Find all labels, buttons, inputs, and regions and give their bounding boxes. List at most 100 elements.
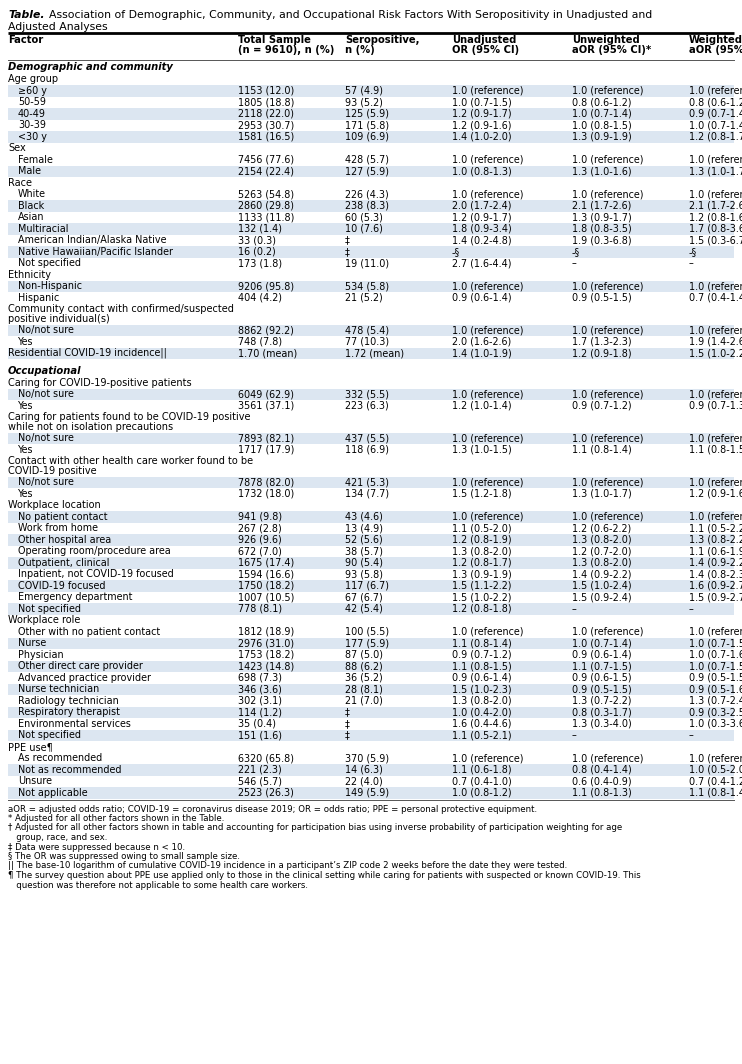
Bar [8,556,734,568]
Text: 0.8 (0.6-1.2): 0.8 (0.6-1.2) [572,97,631,107]
Text: 127 (5.9): 127 (5.9) [345,166,389,177]
Text: 1.0 (reference): 1.0 (reference) [572,433,643,444]
Bar [8,292,734,303]
Bar [8,592,734,603]
Bar [8,615,734,626]
Bar [8,336,734,348]
Text: 9206 (95.8): 9206 (95.8) [238,281,294,292]
Text: 7893 (82.1): 7893 (82.1) [238,433,295,444]
Text: Unweighted: Unweighted [572,35,640,45]
Text: 2.1 (1.7-2.6): 2.1 (1.7-2.6) [689,201,742,211]
Text: 1.3 (1.0-1.7): 1.3 (1.0-1.7) [689,166,742,177]
Bar [8,432,734,444]
Bar [8,695,734,706]
Text: –: – [572,603,577,614]
Text: 0.9 (0.5-1.5): 0.9 (0.5-1.5) [689,672,742,683]
Text: Not applicable: Not applicable [18,787,88,798]
Text: 478 (5.4): 478 (5.4) [345,326,389,335]
Text: Yes: Yes [18,336,33,347]
Text: 100 (5.5): 100 (5.5) [345,627,389,636]
Text: 117 (6.7): 117 (6.7) [345,581,389,591]
Text: 1.0 (reference): 1.0 (reference) [689,86,742,96]
Text: Adjusted Analyses: Adjusted Analyses [8,22,108,32]
Text: 1.0 (reference): 1.0 (reference) [452,154,524,165]
Text: Residential COVID-19 incidence||: Residential COVID-19 incidence|| [8,348,167,359]
Text: 1.5 (1.0-2.2): 1.5 (1.0-2.2) [452,593,511,602]
Text: –: – [689,603,694,614]
Bar [8,764,734,776]
Text: 173 (1.8): 173 (1.8) [238,259,282,268]
Text: 1594 (16.6): 1594 (16.6) [238,569,294,579]
Text: 1.2 (0.8-1.7): 1.2 (0.8-1.7) [689,132,742,142]
Bar [8,109,734,119]
Text: 2953 (30.7): 2953 (30.7) [238,120,295,130]
Text: OR (95% CI): OR (95% CI) [452,45,519,55]
Bar [8,730,734,741]
Text: 22 (4.0): 22 (4.0) [345,777,383,786]
Text: Radiology technician: Radiology technician [18,696,119,705]
Text: 428 (5.7): 428 (5.7) [345,154,389,165]
Text: 149 (5.9): 149 (5.9) [345,787,389,798]
Bar [8,649,734,661]
Text: No/not sure: No/not sure [18,433,74,444]
Text: 1423 (14.8): 1423 (14.8) [238,661,295,671]
Text: 2976 (31.0): 2976 (31.0) [238,638,294,648]
Text: 2523 (26.3): 2523 (26.3) [238,787,294,798]
Text: 1.2 (0.7-2.0): 1.2 (0.7-2.0) [572,546,631,556]
Text: 0.9 (0.7-1.2): 0.9 (0.7-1.2) [452,650,512,660]
Text: 238 (8.3): 238 (8.3) [345,201,389,211]
Text: 88 (6.2): 88 (6.2) [345,661,383,671]
Text: 1.5 (1.0-2.4): 1.5 (1.0-2.4) [572,581,631,591]
Text: Native Hawaiian/Pacific Islander: Native Hawaiian/Pacific Islander [18,247,173,256]
Bar [8,377,734,388]
Text: 1.3 (0.9-1.9): 1.3 (0.9-1.9) [452,569,512,579]
Text: 10 (7.6): 10 (7.6) [345,223,383,234]
Text: 93 (5.8): 93 (5.8) [345,569,383,579]
Text: † Adjusted for all other factors shown in table and accounting for participation: † Adjusted for all other factors shown i… [8,824,623,832]
Bar [8,477,734,488]
Text: No patient contact: No patient contact [18,512,108,521]
Text: –: – [689,730,694,741]
Text: Operating room/procedure area: Operating room/procedure area [18,546,171,556]
Text: 14 (6.3): 14 (6.3) [345,765,383,775]
Text: 1.72 (mean): 1.72 (mean) [345,348,404,359]
Text: 1805 (18.8): 1805 (18.8) [238,97,295,107]
Text: 1.8 (0.9-3.4): 1.8 (0.9-3.4) [452,223,512,234]
Text: 1.1 (0.8-1.5): 1.1 (0.8-1.5) [689,445,742,454]
Bar [8,776,734,787]
Text: 1.0 (0.7-1.6): 1.0 (0.7-1.6) [689,650,742,660]
Text: 1.1 (0.5-2.2): 1.1 (0.5-2.2) [689,523,742,533]
Text: 1.2 (0.8-1.7): 1.2 (0.8-1.7) [452,558,512,568]
Bar [8,281,734,292]
Bar [8,568,734,580]
Text: Emergency department: Emergency department [18,593,132,602]
Text: 1.0 (0.4-2.0): 1.0 (0.4-2.0) [452,708,512,717]
Text: 1.0 (0.8-1.3): 1.0 (0.8-1.3) [452,166,512,177]
Text: 302 (3.1): 302 (3.1) [238,696,282,705]
Text: ‡: ‡ [345,719,350,729]
Bar [8,741,734,752]
Text: question was therefore not applicable to some health care workers.: question was therefore not applicable to… [8,881,308,890]
Text: group, race, and sex.: group, race, and sex. [8,833,108,842]
Text: ≥60 y: ≥60 y [18,86,47,96]
Text: Association of Demographic, Community, and Occupational Risk Factors With Seropo: Association of Demographic, Community, a… [42,10,652,20]
Text: 132 (1.4): 132 (1.4) [238,223,282,234]
Text: 1.4 (0.9-2.2): 1.4 (0.9-2.2) [689,558,742,568]
Text: Black: Black [18,201,45,211]
Text: 1.3 (0.8-2.0): 1.3 (0.8-2.0) [452,546,512,556]
Text: 1.1 (0.6-1.9): 1.1 (0.6-1.9) [689,546,742,556]
Text: 1.5 (1.2-1.8): 1.5 (1.2-1.8) [452,488,512,499]
Bar [8,246,734,257]
Text: 6320 (65.8): 6320 (65.8) [238,753,294,763]
Text: positive individual(s): positive individual(s) [8,314,110,325]
Text: Unadjusted: Unadjusted [452,35,516,45]
Text: 109 (6.9): 109 (6.9) [345,132,389,142]
Text: 35 (0.4): 35 (0.4) [238,719,276,729]
Bar [8,683,734,695]
Text: Nurse: Nurse [18,638,46,648]
Text: 1.0 (0.7-1.5): 1.0 (0.7-1.5) [689,638,742,648]
Text: 1.0 (reference): 1.0 (reference) [452,326,524,335]
Bar [8,626,734,637]
Bar [8,200,734,212]
Text: –: – [572,259,577,268]
